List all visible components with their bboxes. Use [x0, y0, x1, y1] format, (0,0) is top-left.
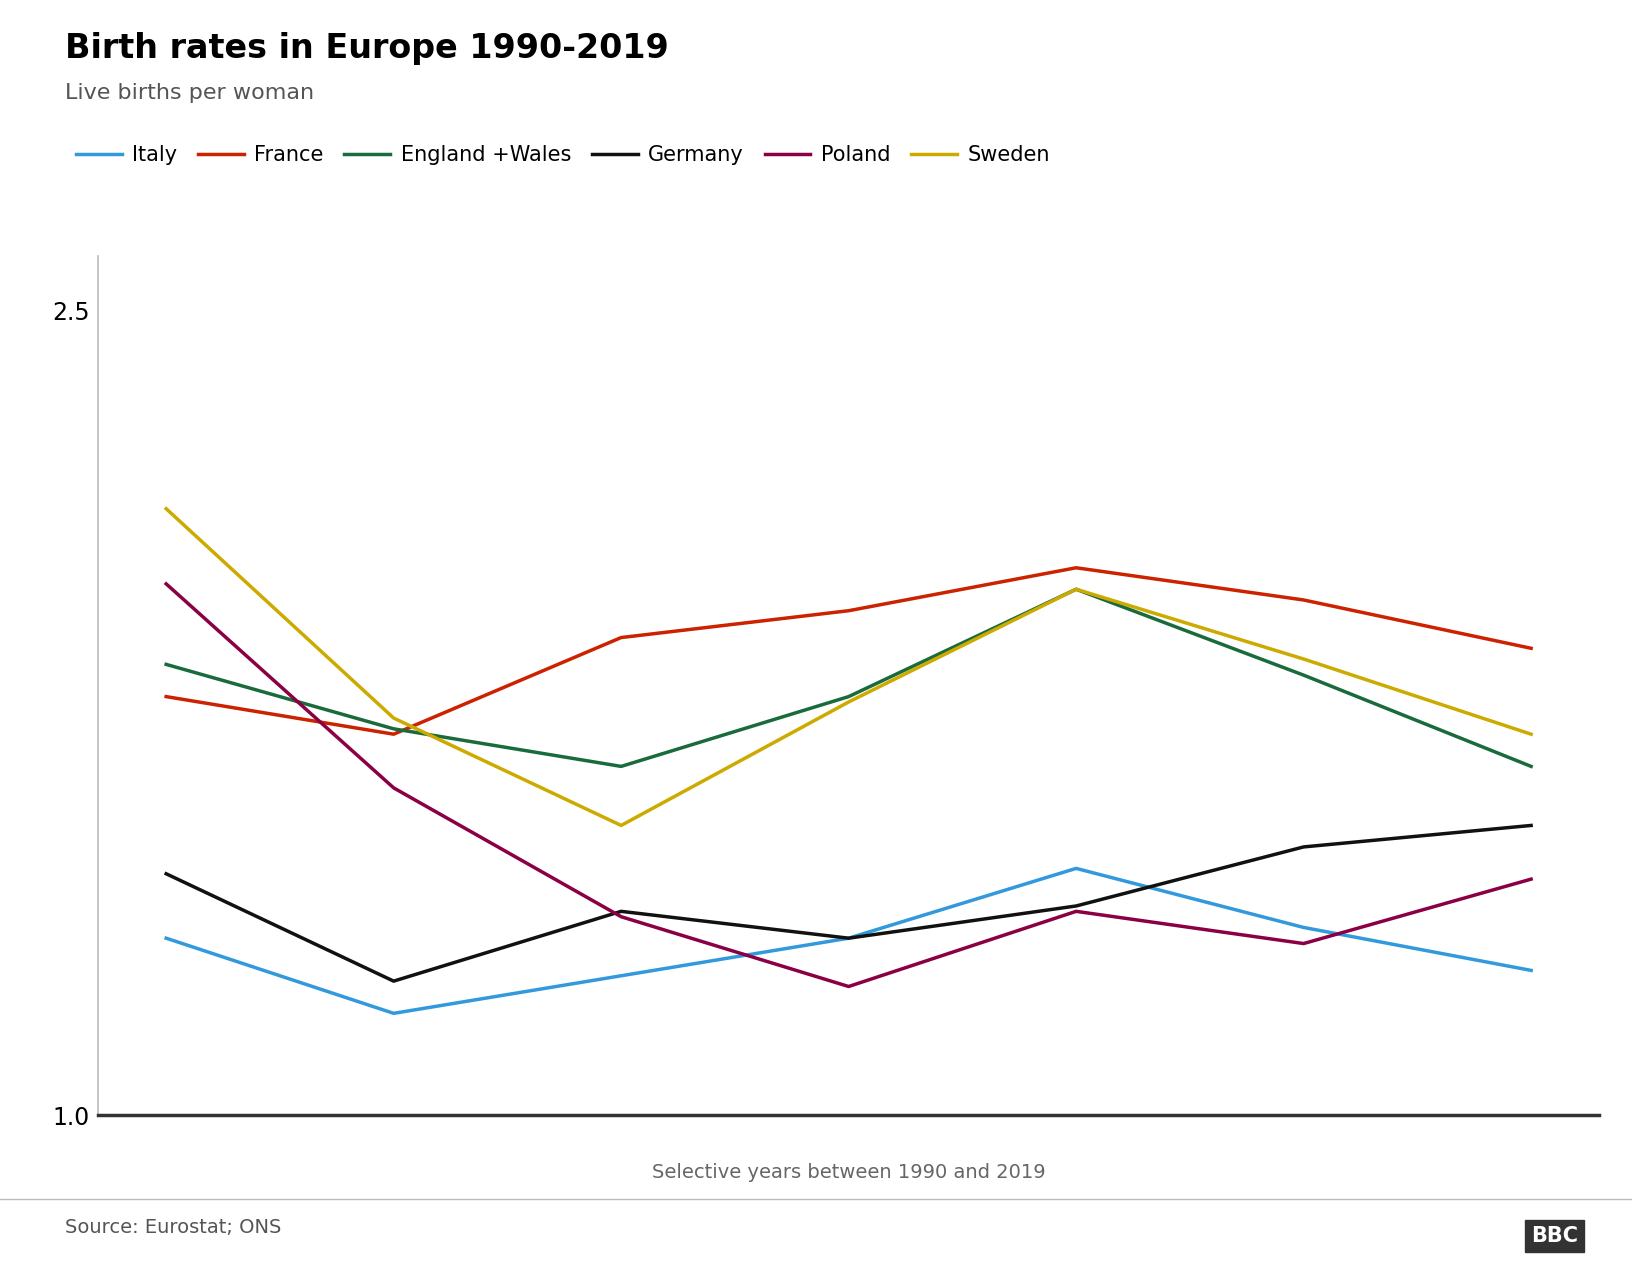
Text: Live births per woman: Live births per woman	[65, 83, 315, 104]
Text: Selective years between 1990 and 2019: Selective years between 1990 and 2019	[651, 1163, 1046, 1182]
Text: BBC: BBC	[1531, 1226, 1578, 1246]
Text: Source: Eurostat; ONS: Source: Eurostat; ONS	[65, 1218, 282, 1237]
Text: Birth rates in Europe 1990-2019: Birth rates in Europe 1990-2019	[65, 32, 669, 65]
Legend: Italy, France, England +Wales, Germany, Poland, Sweden: Italy, France, England +Wales, Germany, …	[75, 145, 1049, 165]
